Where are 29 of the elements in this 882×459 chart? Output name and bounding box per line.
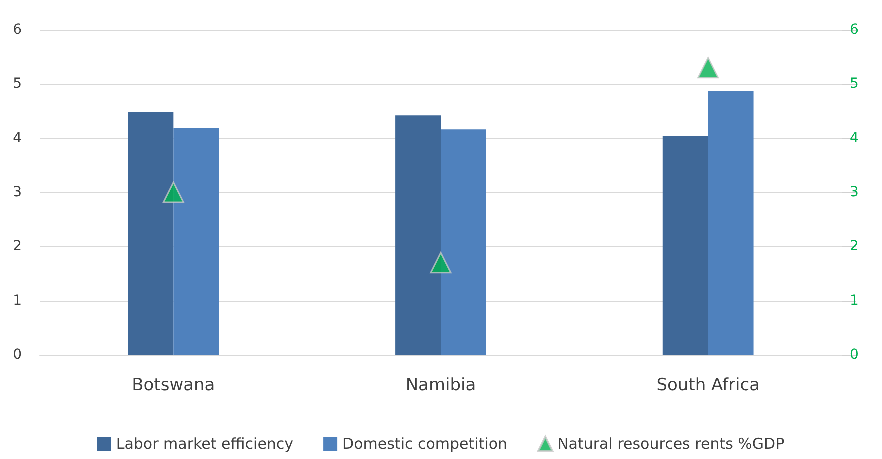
bar [708,91,754,355]
point [698,57,720,79]
y2-tick-label: 2 [850,238,859,255]
legend-label: Domestic competition [342,435,508,453]
y-tick-label: 3 [13,184,22,200]
x-tick-label: Namibia [406,376,476,396]
y-tick-label: 6 [13,22,22,38]
bar [662,136,708,355]
bar [128,112,174,355]
y2-tick-label: 1 [850,292,859,309]
bar [174,128,220,355]
y-tick-label: 2 [13,238,22,255]
point [430,252,452,274]
legend-label: Labor market efficiency [116,435,294,453]
y-tick-label: 4 [13,130,22,146]
legend-label: Natural resources rents %GDP [558,435,785,453]
x-tick-label: Botswana [132,376,216,396]
y2-tick-label: 6 [850,22,859,38]
y2-tick-label: 3 [850,184,859,200]
bar [441,130,486,355]
y2-tick-label: 5 [850,76,859,92]
y-tick-label: 5 [13,76,22,92]
bar [396,116,441,355]
point [162,182,184,204]
y2-tick-label: 4 [850,130,859,146]
x-tick-label: South Africa [656,376,760,396]
y2-tick-label: 0 [850,347,859,363]
y-tick-label: 0 [13,347,22,363]
y-tick-label: 1 [13,292,22,309]
